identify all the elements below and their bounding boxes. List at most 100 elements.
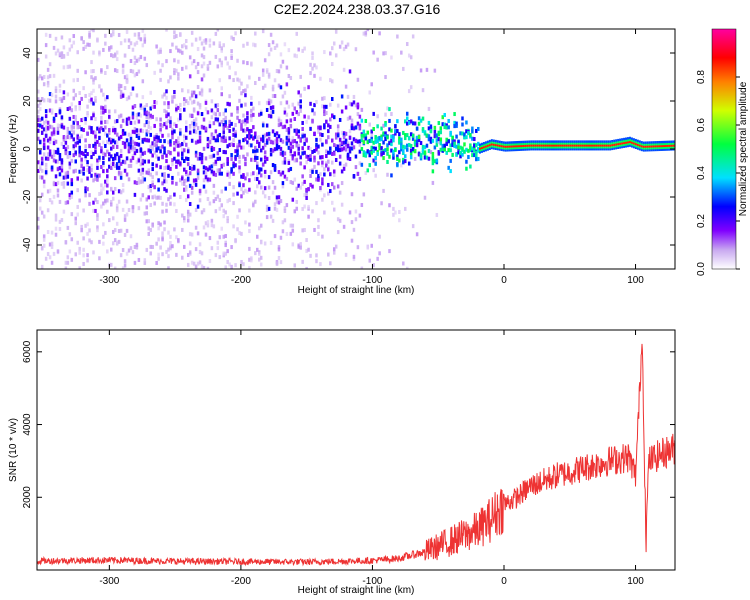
heatmap-cell	[222, 135, 225, 140]
heatmap-cell	[597, 146, 600, 149]
heatmap-cell	[307, 115, 310, 120]
heatmap-cell	[98, 135, 101, 140]
heatmap-cell	[261, 123, 265, 128]
heatmap-cell	[106, 120, 109, 125]
heatmap-cell	[167, 266, 170, 269]
heatmap-cell	[161, 209, 164, 214]
heatmap-cell	[634, 138, 637, 142]
heatmap-cell	[157, 178, 160, 183]
heatmap-cell	[344, 142, 348, 147]
heatmap-cell	[104, 183, 107, 188]
heatmap-cell	[44, 162, 48, 167]
heatmap-cell	[186, 162, 190, 167]
heatmap-cell	[346, 42, 350, 47]
heatmap-cell	[259, 185, 263, 190]
heatmap-cell	[42, 214, 46, 219]
heatmap-cell	[315, 201, 318, 206]
heatmap-cell	[155, 100, 158, 105]
heatmap-cell	[398, 136, 401, 141]
heatmap-cell	[526, 144, 529, 147]
heatmap-cell	[579, 142, 582, 145]
heatmap-cell	[98, 50, 101, 55]
heatmap-cell	[222, 117, 225, 122]
heatmap-cell	[248, 75, 251, 80]
heatmap-cell	[378, 143, 381, 148]
heatmap-cell	[591, 144, 594, 147]
heatmap-cell	[214, 103, 218, 108]
heatmap-cell	[54, 139, 58, 144]
heatmap-cell	[275, 199, 279, 204]
heatmap-cell	[104, 179, 107, 184]
heatmap-cell	[250, 113, 253, 118]
heatmap-cell	[666, 140, 669, 144]
heatmap-cell	[421, 144, 425, 149]
heatmap-cell	[151, 114, 154, 119]
heatmap-cell	[348, 146, 352, 151]
heatmap-cell	[92, 151, 95, 156]
heatmap-cell	[504, 145, 507, 148]
heatmap-cell	[437, 139, 441, 144]
heatmap-cell	[210, 154, 214, 159]
heatmap-cell	[190, 120, 194, 125]
heatmap-cell	[311, 184, 314, 189]
heatmap-cell	[92, 143, 95, 148]
heatmap-cell	[86, 111, 89, 116]
heatmap-cell	[137, 133, 141, 138]
heatmap-cell	[135, 181, 139, 186]
heatmap-cell	[415, 232, 419, 237]
heatmap-cell	[94, 98, 97, 103]
heatmap-cell	[50, 230, 54, 235]
heatmap-cell	[634, 142, 637, 146]
heatmap-cell	[471, 129, 474, 134]
heatmap-cell	[186, 157, 190, 162]
heatmap-cell	[305, 160, 308, 165]
heatmap-cell	[173, 94, 176, 99]
heatmap-cell	[54, 99, 58, 104]
heatmap-cell	[283, 218, 287, 223]
heatmap-cell	[110, 154, 113, 159]
heatmap-cell	[277, 83, 281, 88]
heatmap-cell	[206, 64, 210, 69]
heatmap-cell	[546, 142, 549, 145]
heatmap-cell	[230, 56, 233, 61]
heatmap-cell	[528, 148, 531, 151]
heatmap-cell	[149, 184, 152, 189]
heatmap-cell	[74, 216, 77, 221]
heatmap-cell	[417, 135, 421, 140]
heatmap-cell	[575, 142, 578, 145]
heatmap-cell	[226, 172, 229, 177]
heatmap-cell	[206, 266, 210, 269]
heatmap-cell	[155, 154, 158, 159]
heatmap-cell	[68, 249, 72, 254]
heatmap-cell	[332, 173, 336, 178]
heatmap-cell	[323, 96, 326, 101]
heatmap-cell	[194, 207, 198, 212]
heatmap-cell	[184, 170, 188, 175]
heatmap-cell	[297, 143, 300, 148]
heatmap-cell	[311, 51, 314, 56]
heatmap-cell	[244, 102, 247, 107]
heatmap-cell	[315, 145, 318, 150]
heatmap-cell	[173, 35, 176, 40]
heatmap-cell	[238, 78, 241, 83]
heatmap-cell	[76, 240, 79, 245]
heatmap-cell	[368, 90, 371, 95]
heatmap-cell	[287, 127, 291, 132]
heatmap-cell	[183, 139, 186, 144]
heatmap-cell	[607, 146, 610, 149]
heatmap-cell	[340, 140, 344, 145]
heatmap-cell	[358, 161, 362, 166]
heatmap-cell	[630, 143, 633, 146]
heatmap-cell	[646, 147, 649, 150]
heatmap-cell	[117, 158, 121, 163]
heatmap-cell	[305, 138, 308, 143]
heatmap-cell	[113, 140, 117, 145]
heatmap-cell	[123, 38, 127, 43]
heatmap-cell	[453, 112, 456, 117]
heatmap-cell	[492, 147, 495, 150]
heatmap-cell	[115, 119, 119, 124]
heatmap-cell	[461, 122, 464, 127]
heatmap-cell	[289, 118, 293, 123]
heatmap-cell	[161, 172, 164, 177]
heatmap-cell	[492, 141, 495, 144]
